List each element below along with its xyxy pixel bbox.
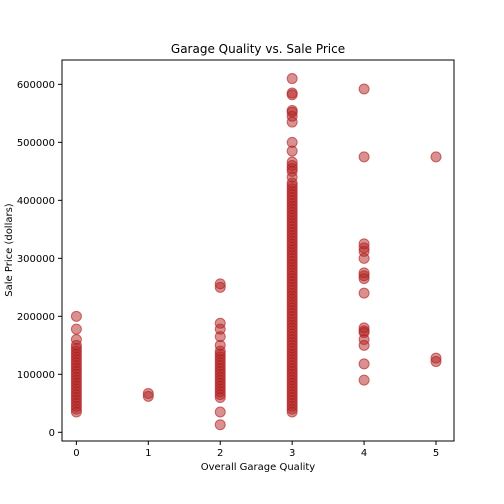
data-point (358, 374, 370, 386)
data-point (286, 73, 298, 85)
points-layer (70, 73, 442, 431)
data-point (286, 136, 298, 148)
data-point (286, 156, 298, 168)
data-point (358, 151, 370, 163)
plot-frame (61, 59, 455, 442)
y-tick-label: 600000 (17, 80, 55, 91)
x-tick-label: 0 (73, 448, 79, 459)
data-point (358, 287, 370, 299)
y-axis-label: Sale Price (dollars) (4, 203, 15, 297)
x-tick-label: 2 (217, 448, 223, 459)
data-point (214, 419, 226, 431)
y-tick-label: 300000 (17, 254, 55, 265)
data-point (214, 406, 226, 418)
y-tick-label: 200000 (17, 312, 55, 323)
data-point (214, 317, 226, 329)
x-axis-label: Overall Garage Quality (201, 462, 316, 473)
data-point (286, 104, 298, 116)
chart-title: Garage Quality vs. Sale Price (171, 42, 345, 56)
x-tick-label: 1 (145, 448, 151, 459)
data-point (430, 352, 442, 364)
y-tick-label: 400000 (17, 196, 55, 207)
y-tick-label: 0 (49, 428, 55, 439)
data-point (70, 323, 82, 335)
y-tick-label: 100000 (17, 370, 55, 381)
data-point (358, 83, 370, 95)
data-point (358, 238, 370, 250)
x-tick-label: 3 (289, 448, 295, 459)
data-point (358, 267, 370, 279)
data-point (358, 358, 370, 370)
data-point (214, 278, 226, 290)
data-point (286, 87, 298, 99)
x-tick-label: 4 (361, 448, 367, 459)
data-point (142, 387, 154, 399)
x-tick-label: 5 (433, 448, 439, 459)
y-tick-label: 500000 (17, 138, 55, 149)
data-point (70, 334, 82, 346)
x-axis: 0 1 2 3 4 5 (73, 441, 439, 459)
y-axis: 0 100000 200000 300000 400000 500000 600000 (17, 80, 62, 439)
data-point (430, 151, 442, 163)
data-point (358, 322, 370, 334)
data-point (70, 310, 82, 322)
